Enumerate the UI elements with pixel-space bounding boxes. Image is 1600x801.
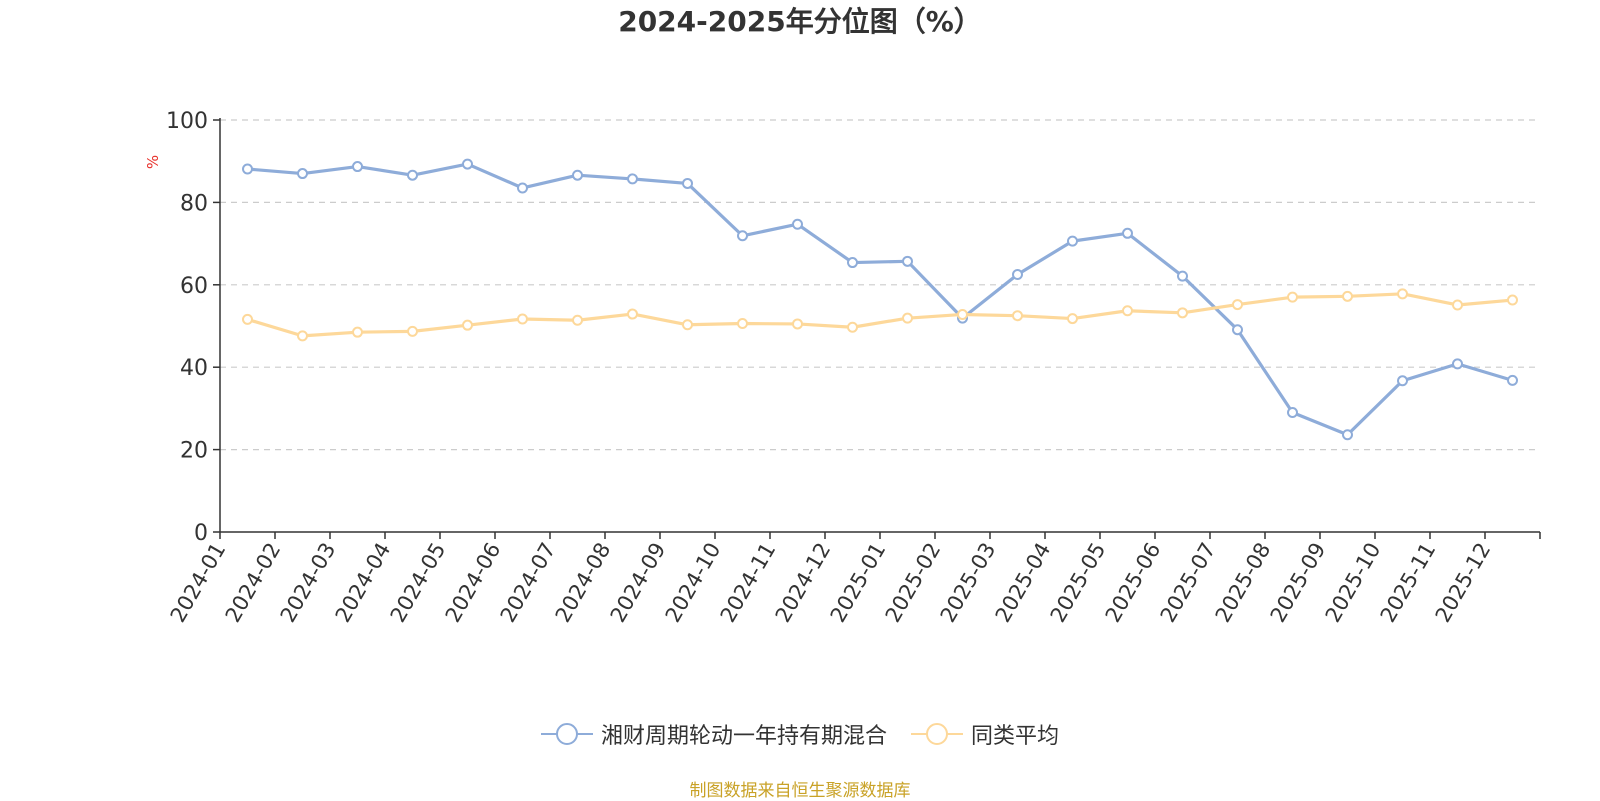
data-point-series-2 (847, 321, 858, 333)
data-point-series-2 (1177, 307, 1188, 319)
y-tick-label: 0 (194, 521, 208, 546)
y-tick-label: 60 (180, 274, 208, 299)
data-point-series-1 (572, 169, 583, 181)
data-point-series-1 (407, 169, 418, 181)
data-point-series-2 (242, 313, 253, 325)
data-point-series-1 (902, 255, 913, 267)
y-tick-label: 20 (180, 439, 208, 464)
series-line-1 (247, 162, 1513, 437)
legend-label-series-1: 湘财周期轮动一年持有期混合 (600, 724, 887, 749)
data-point-series-1 (1232, 324, 1243, 336)
source-note: 制图数据来自恒生聚源数据库 (689, 781, 911, 801)
data-point-series-1 (1012, 269, 1023, 280)
data-point-series-1 (737, 230, 748, 242)
chart-title: 2024-2025年分位图（%） (618, 5, 982, 38)
data-point-series-1 (1342, 429, 1353, 441)
y-tick-label: 100 (166, 109, 208, 134)
data-point-series-1 (297, 168, 308, 180)
legend-marker-icon (911, 723, 963, 745)
y-axis-label: % (144, 155, 162, 169)
data-point-series-2 (1452, 299, 1463, 311)
data-point-series-2 (1287, 291, 1298, 303)
y-tick-label: 80 (180, 191, 208, 216)
data-point-series-1 (847, 257, 858, 269)
grid-lines (220, 119, 1540, 451)
data-point-series-1 (352, 161, 363, 173)
data-point-series-1 (1067, 235, 1078, 247)
data-point-series-1 (517, 182, 528, 194)
data-point-series-2 (572, 314, 583, 326)
data-point-series-2 (682, 319, 693, 331)
data-point-series-1 (1452, 358, 1463, 370)
data-point-series-1 (1287, 407, 1298, 419)
data-point-series-2 (1012, 310, 1023, 322)
data-point-series-2 (1122, 305, 1133, 317)
data-point-series-1 (242, 163, 253, 175)
data-point-series-2 (1342, 290, 1353, 302)
data-point-series-1 (462, 158, 473, 170)
data-point-series-2 (1232, 299, 1243, 311)
data-point-series-1 (682, 177, 693, 189)
data-point-series-2 (737, 318, 748, 330)
data-point-series-2 (517, 313, 528, 325)
series-line-2 (247, 292, 1513, 338)
legend-marker-icon (540, 723, 593, 745)
data-point-series-2 (792, 318, 803, 330)
data-point-series-1 (1397, 375, 1408, 387)
data-point-series-2 (407, 325, 418, 337)
data-point-series-2 (297, 330, 308, 342)
data-point-series-2 (957, 308, 968, 320)
data-point-series-1 (627, 173, 638, 185)
legend: 湘财周期轮动一年持有期混合 同类平均 (0, 718, 1600, 750)
legend-item-series-2[interactable]: 同类平均 (911, 718, 1059, 750)
axes (213, 118, 1541, 539)
legend-item-series-1[interactable]: 湘财周期轮动一年持有期混合 (540, 718, 887, 750)
data-point-series-2 (902, 312, 913, 324)
data-point-series-2 (352, 326, 363, 338)
data-point-series-2 (1397, 288, 1408, 300)
data-point-series-2 (627, 308, 638, 320)
x-tick-label: 2025-12 (1431, 539, 1496, 627)
data-point-series-1 (1177, 270, 1188, 282)
data-point-series-2 (1067, 313, 1078, 325)
data-point-series-1 (1507, 374, 1518, 386)
data-point-series-2 (1507, 294, 1518, 306)
legend-label-series-2: 同类平均 (971, 724, 1060, 749)
data-point-series-2 (462, 319, 473, 331)
series-lines (242, 158, 1518, 441)
data-point-series-1 (792, 218, 803, 230)
data-point-series-1 (1122, 227, 1133, 239)
y-tick-label: 40 (180, 356, 208, 381)
